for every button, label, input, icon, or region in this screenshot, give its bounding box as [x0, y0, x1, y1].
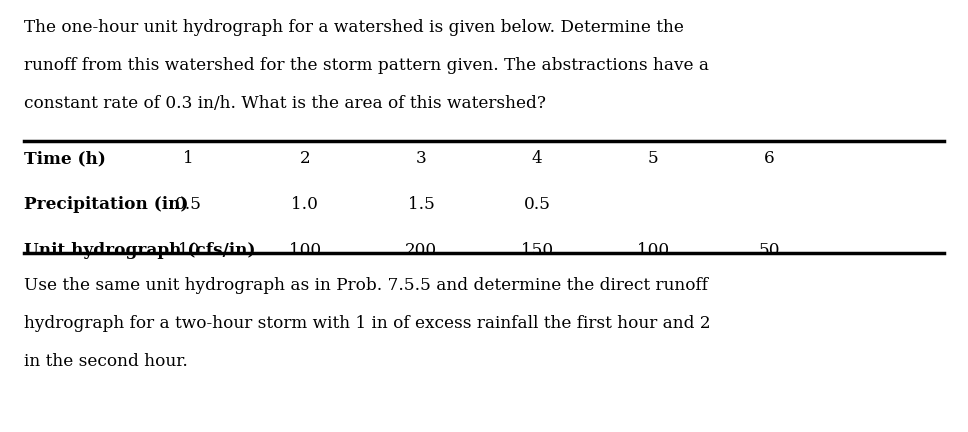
Text: runoff from this watershed for the storm pattern given. The abstractions have a: runoff from this watershed for the storm… [24, 57, 710, 74]
Text: The one-hour unit hydrograph for a watershed is given below. Determine the: The one-hour unit hydrograph for a water… [24, 19, 684, 36]
Text: 5: 5 [648, 150, 659, 167]
Text: hydrograph for a two-hour storm with 1 in of excess rainfall the first hour and : hydrograph for a two-hour storm with 1 i… [24, 315, 711, 332]
Text: constant rate of 0.3 in/h. What is the area of this watershed?: constant rate of 0.3 in/h. What is the a… [24, 95, 546, 112]
Text: 0.5: 0.5 [524, 196, 551, 213]
Text: Unit hydrograph (cfs/in): Unit hydrograph (cfs/in) [24, 242, 256, 259]
Text: 100: 100 [288, 242, 321, 259]
Text: 10: 10 [178, 242, 199, 259]
Text: 3: 3 [415, 150, 427, 167]
Text: in the second hour.: in the second hour. [24, 353, 188, 370]
Text: 0.5: 0.5 [175, 196, 202, 213]
Text: 1.5: 1.5 [408, 196, 435, 213]
Text: 2: 2 [300, 150, 310, 167]
Text: Time (h): Time (h) [24, 150, 106, 167]
Text: Precipitation (in): Precipitation (in) [24, 196, 189, 213]
Text: 1: 1 [184, 150, 194, 167]
Text: 6: 6 [764, 150, 775, 167]
Text: 1.0: 1.0 [291, 196, 318, 213]
Text: 4: 4 [531, 150, 543, 167]
Text: Use the same unit hydrograph as in Prob. 7.5.5 and determine the direct runoff: Use the same unit hydrograph as in Prob.… [24, 277, 709, 294]
Text: 100: 100 [637, 242, 670, 259]
Text: 150: 150 [521, 242, 554, 259]
Text: 200: 200 [405, 242, 438, 259]
Text: 50: 50 [759, 242, 780, 259]
